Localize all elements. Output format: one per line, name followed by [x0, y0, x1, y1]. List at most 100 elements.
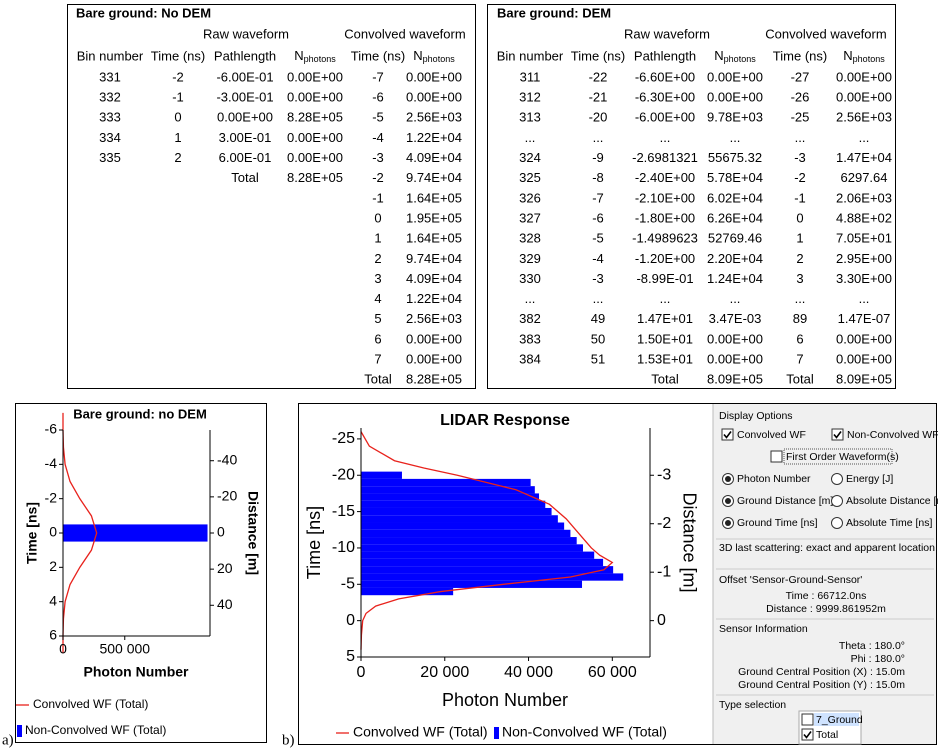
table-cell: 331: [99, 69, 121, 84]
section-title: Sensor Information: [719, 623, 808, 635]
y-tick-label: -20: [332, 466, 355, 483]
bar: [361, 573, 624, 581]
table-cell: -2.6981321: [632, 150, 698, 165]
group-header: Raw waveform: [624, 26, 710, 41]
x-tick-label: 60 000: [588, 664, 637, 681]
table-cell: 5: [374, 311, 381, 326]
column-header: Time (ns): [571, 48, 625, 63]
table-cell: -4: [592, 251, 604, 266]
table-cell: 2: [174, 150, 181, 165]
radio-label: Ground Time [ns]: [737, 517, 818, 529]
radio-label: Energy [J]: [846, 473, 893, 485]
table-cell: -1: [172, 90, 184, 105]
table-cell: 335: [99, 150, 121, 165]
y-tick-label: -25: [332, 430, 355, 447]
table-frame: [487, 4, 896, 389]
table-cell: 8.28E+05: [287, 170, 343, 185]
x-tick-label: 20 000: [420, 664, 469, 681]
table-cell: 0.00E+00: [287, 150, 343, 165]
y-tick-label: 4: [49, 592, 57, 608]
legend-swatch: [494, 727, 499, 739]
table-cell: 2.06E+03: [836, 190, 892, 205]
bar: [361, 522, 565, 530]
table-cell: 3.30E+00: [836, 271, 892, 286]
table-cell: -3.00E-01: [216, 90, 273, 105]
table-cell: 0: [174, 110, 181, 125]
column-header-main: N: [294, 48, 303, 63]
column-header: Time (ns): [351, 48, 405, 63]
table-cell: 4.09E+04: [406, 271, 462, 286]
legend-label: Convolved WF (Total): [353, 724, 488, 740]
checkbox[interactable]: [721, 428, 734, 441]
y-tick-label: -5: [341, 576, 355, 593]
table-cell: Total: [231, 170, 259, 185]
table-cell: -2.40E+00: [635, 170, 695, 185]
y-tick-label: 0: [346, 612, 355, 629]
panel-label: b): [282, 732, 295, 748]
table-cell: -26: [791, 90, 810, 105]
table-cell: 0.00E+00: [707, 331, 763, 346]
table-cell: 4.88E+02: [836, 210, 892, 225]
check-mark: [723, 431, 732, 439]
group-header: Convolved waveform: [765, 26, 886, 41]
note: 3D last scattering: exact and apparent l…: [719, 542, 935, 554]
table-cell: 0.00E+00: [707, 352, 763, 367]
table-cell: ...: [730, 291, 741, 306]
table-cell: -25: [791, 110, 810, 125]
column-header: Nphotons: [413, 48, 455, 64]
y2-tick-label: -1: [657, 563, 671, 580]
table-cell: 384: [519, 352, 541, 367]
bar: [361, 515, 558, 523]
radio[interactable]: [831, 517, 843, 529]
table-cell: 89: [793, 311, 807, 326]
x-axis-title: Photon Number: [442, 690, 568, 710]
table-cell: 52769.46: [708, 231, 762, 246]
bar: [361, 544, 583, 552]
table-cell: 2.56E+03: [406, 110, 462, 125]
table-cell: 382: [519, 311, 541, 326]
table-cell: 49: [591, 311, 605, 326]
table-cell: -3: [372, 150, 384, 165]
table-cell: 0.00E+00: [836, 90, 892, 105]
table-cell: 0.00E+00: [836, 69, 892, 84]
table-cell: 6297.64: [841, 170, 888, 185]
legend-label: Non-Convolved WF (Total): [25, 723, 166, 737]
table-cell: 313: [519, 110, 541, 125]
bar: [361, 537, 577, 545]
table-cell: 1.47E+04: [836, 150, 892, 165]
table-cell: 6.00E-01: [219, 150, 272, 165]
table-cell: 333: [99, 110, 121, 125]
group-header: Raw waveform: [203, 26, 289, 41]
radio-dot: [725, 520, 731, 526]
radio-label: Absolute Time [ns]: [846, 517, 932, 529]
table-cell: -2.10E+00: [635, 190, 695, 205]
table-cell: 0.00E+00: [406, 69, 462, 84]
table-cell: -6: [592, 210, 604, 225]
table-cell: 2.56E+03: [836, 110, 892, 125]
table-cell: -27: [791, 69, 810, 84]
table-cell: ...: [795, 130, 806, 145]
table-cell: 1: [174, 130, 181, 145]
table-cell: 0.00E+00: [287, 69, 343, 84]
checkbox[interactable]: [801, 713, 814, 726]
table-cell: 8.28E+05: [406, 372, 462, 387]
checkbox[interactable]: [801, 728, 814, 741]
x-tick-label: 40 000: [504, 664, 553, 681]
checkbox[interactable]: [770, 450, 783, 463]
radio-label: Ground Distance [m]: [737, 495, 833, 507]
checkbox[interactable]: [831, 428, 844, 441]
table-cell: ...: [660, 130, 671, 145]
table-cell: -2: [172, 69, 184, 84]
bar: [361, 500, 546, 508]
table-cell: 51: [591, 352, 605, 367]
table-cell: ...: [525, 291, 536, 306]
table-cell: 2: [374, 251, 381, 266]
radio[interactable]: [831, 473, 843, 485]
table-cell: 8.09E+05: [707, 372, 763, 387]
section-title: Offset 'Sensor-Ground-Sensor': [719, 574, 862, 586]
radio[interactable]: [831, 495, 843, 507]
table-cell: 2: [796, 251, 803, 266]
table-cell: 383: [519, 331, 541, 346]
y2-tick-label: -3: [657, 466, 671, 483]
legend-label: Non-Convolved WF (Total): [502, 724, 667, 740]
